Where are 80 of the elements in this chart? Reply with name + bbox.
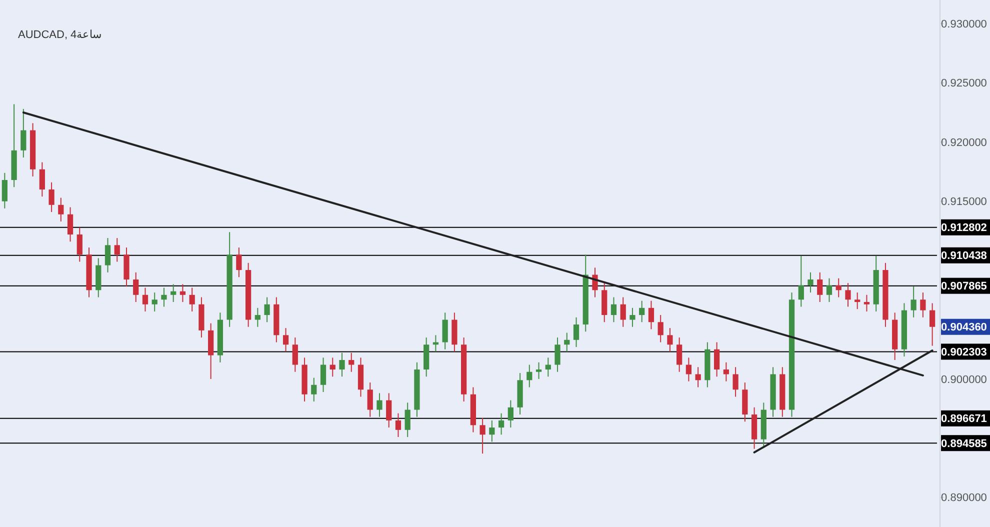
text: 0.904360 [941, 322, 987, 334]
candlestick [498, 412, 504, 436]
y-tick-label: 0.915000 [941, 196, 987, 208]
candlestick [714, 342, 720, 378]
candlestick [732, 366, 738, 398]
candlestick [189, 287, 195, 312]
candlestick [564, 332, 570, 352]
candlestick [526, 364, 532, 388]
candlestick [152, 292, 158, 312]
candlestick [545, 357, 551, 378]
candlestick [536, 362, 542, 380]
candlestick [48, 182, 54, 212]
candlestick [639, 300, 645, 323]
y-tick-label: 0.890000 [941, 492, 987, 504]
candlestick [686, 357, 692, 382]
candlestick [667, 328, 673, 352]
candlestick [620, 296, 626, 328]
candlestick [920, 292, 926, 318]
candlestick [264, 296, 270, 323]
candlestick [695, 366, 701, 388]
candlestick [480, 418, 486, 454]
ref-line-label: 0.907865 [941, 280, 987, 293]
candlestick [836, 278, 842, 298]
candlestick [236, 247, 242, 278]
candlestick [404, 402, 410, 438]
candlestick [311, 377, 317, 402]
ref-line-label: 0.910438 [941, 250, 987, 262]
candlestick [442, 312, 448, 350]
candlestick [817, 272, 823, 302]
candlestick [808, 272, 814, 294]
candlestick [39, 162, 45, 198]
candlestick [386, 392, 392, 428]
candlestick [20, 108, 26, 158]
candlestick [845, 282, 851, 308]
candlestick [723, 362, 729, 382]
candlestick [489, 420, 495, 442]
candlestick [798, 255, 804, 308]
candlestick [114, 238, 120, 262]
ref-line-label: 0.902303 [941, 346, 987, 359]
ref-line-label: 0.896671 [941, 413, 987, 426]
candlestick [330, 357, 336, 378]
candlestick [161, 287, 167, 308]
candlestick [320, 357, 326, 392]
candlestick [508, 400, 514, 428]
candlestick [104, 238, 111, 273]
y-tick-label: 0.925000 [941, 78, 987, 90]
candlestick [367, 382, 373, 418]
candlestick [180, 284, 186, 302]
candlestick [282, 328, 289, 352]
candlestick [910, 286, 916, 318]
candlestick [554, 337, 560, 372]
candlestick [676, 337, 682, 372]
candlestick [376, 392, 382, 418]
candlestick [395, 412, 402, 438]
candlestick [142, 287, 148, 312]
ref-line-label: 0.912802 [941, 222, 987, 234]
candlestick [133, 272, 139, 302]
candlestick [826, 278, 832, 302]
candlestick [610, 296, 617, 323]
ref-line-label: 0.894585 [941, 438, 987, 450]
candlestick [573, 316, 580, 348]
candlestick [339, 352, 345, 378]
y-tick-label: 0.900000 [941, 374, 987, 386]
candlestick [648, 300, 654, 330]
candlestick [292, 337, 298, 372]
candlestick [58, 197, 64, 222]
candlestick [67, 206, 74, 242]
candlestick [854, 292, 860, 310]
candlestick [2, 172, 8, 209]
candlestick [930, 302, 936, 346]
candlestick [170, 284, 176, 302]
candlestick [254, 307, 260, 328]
y-tick-label: 0.920000 [941, 136, 987, 149]
y-tick-label: 0.930000 [941, 18, 987, 31]
candlestick [348, 352, 354, 372]
candlestick [630, 307, 636, 328]
candlestick [864, 294, 870, 312]
candlestick [658, 314, 664, 343]
text: AUDCAD, 4ساعة [18, 29, 102, 41]
candlestick [76, 226, 82, 262]
